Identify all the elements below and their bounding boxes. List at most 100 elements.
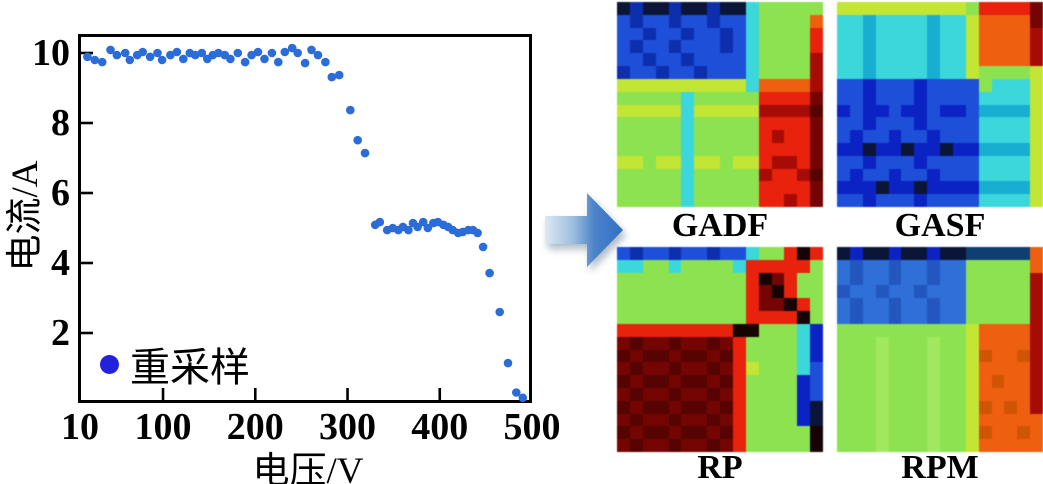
heatmap-cell [837,387,850,401]
heatmap-cell [1017,27,1031,41]
heatmap-cell [810,349,823,363]
heatmap-cell [837,413,850,427]
heatmap-cell [1030,247,1043,260]
heatmap-cell [655,117,669,131]
heatmap-cell [797,362,811,376]
heatmap-cell [707,387,720,401]
heatmap-cell [642,194,656,207]
heatmap-cell [797,66,811,79]
heatmap-cell [1004,130,1018,143]
heatmap-cell [681,400,695,414]
heatmap-cell [914,66,928,79]
heatmap-cell [745,168,759,182]
heatmap-cell [965,439,979,452]
heatmap-cell [965,130,979,143]
heatmap-cell [940,413,953,427]
heatmap-cell [642,336,656,350]
heatmap-cell [901,181,915,195]
heatmap-cell [810,40,823,54]
heatmap-cell [914,27,928,41]
heatmap-cell [797,413,811,427]
heatmap-cell [784,375,798,388]
heatmap-cell [927,53,940,67]
heatmap-cell [952,375,966,388]
heatmap-cell [837,181,850,195]
heatmap-cell [681,155,695,169]
heatmap-cell [694,53,708,67]
heatmap-cell [1004,78,1018,92]
heatmap-cell [668,375,682,388]
heatmap-cell [707,78,720,92]
heatmap-cell [629,298,643,312]
plot-frame [78,34,532,403]
heatmap-cell [952,311,966,324]
heatmap-cell [837,285,850,299]
heatmap-cell [797,375,811,388]
heatmap-gadf [617,2,823,207]
heatmap-cell [694,311,708,324]
heatmap-cell [655,272,669,286]
heatmap-cell [952,155,966,169]
heatmap-cell [642,272,656,286]
heatmap-cell [707,400,720,414]
heatmap-cell [965,104,979,118]
heatmap-cell [681,66,695,79]
heatmap-cell [1030,40,1043,54]
heatmap-cell [837,168,850,182]
heatmap-cell [1017,53,1031,67]
heatmap-cell [875,375,889,388]
heatmap-cell [629,400,643,414]
heatmap-cell [875,298,889,312]
heatmap-cell [991,194,1005,207]
heatmap-cell [732,259,746,273]
heatmap-cell [1017,14,1031,28]
heatmap-cell [849,311,863,324]
heatmap-cell [901,375,915,388]
heatmap-cell [720,104,733,118]
heatmap-cell [927,66,940,79]
heatmap-cell [875,400,889,414]
heatmap-cell [849,400,863,414]
heatmap-cell [758,117,772,131]
heatmap-cell [642,349,656,363]
heatmap-cell [837,155,850,169]
legend-label: 重采样 [130,345,250,390]
heatmap-cell [965,426,979,440]
heatmap-cell [849,349,863,363]
heatmap-cell [810,14,823,28]
heatmap-cell [1030,2,1043,15]
heatmap-cell [875,168,889,182]
heatmap-cell [810,439,823,452]
heatmap-cell [681,336,695,350]
heatmap-cell [617,285,630,299]
heatmap-cell [797,439,811,452]
heatmap-cell [1004,298,1018,312]
heatmap-cell [888,66,902,79]
heatmap-cell [965,78,979,92]
heatmap-cell [952,349,966,363]
heatmap-cell [720,194,733,207]
heatmap-cell [875,336,889,350]
heatmap-cell [810,259,823,273]
heatmap-cell [694,117,708,131]
heatmap-cell [862,362,876,376]
heatmap-cell [888,413,902,427]
heatmap-cell [668,14,682,28]
heatmap-cell [991,117,1005,131]
heatmap-cell [797,400,811,414]
heatmap-cell [720,14,733,28]
heatmap-cell [745,349,759,363]
heatmap-cell [978,142,992,156]
heatmap-cell [784,311,798,324]
heatmap-cell [991,27,1005,41]
heatmap-cell [784,413,798,427]
heatmap-cell [1017,272,1031,286]
heatmap-cell [914,2,928,15]
heatmap-cell [888,104,902,118]
heatmap-cell [1004,53,1018,67]
heatmap-cell [629,91,643,105]
heatmap-cell [901,53,915,67]
heatmap-cell [668,259,682,273]
heatmap-cell [810,104,823,118]
heatmap-cell [784,155,798,169]
